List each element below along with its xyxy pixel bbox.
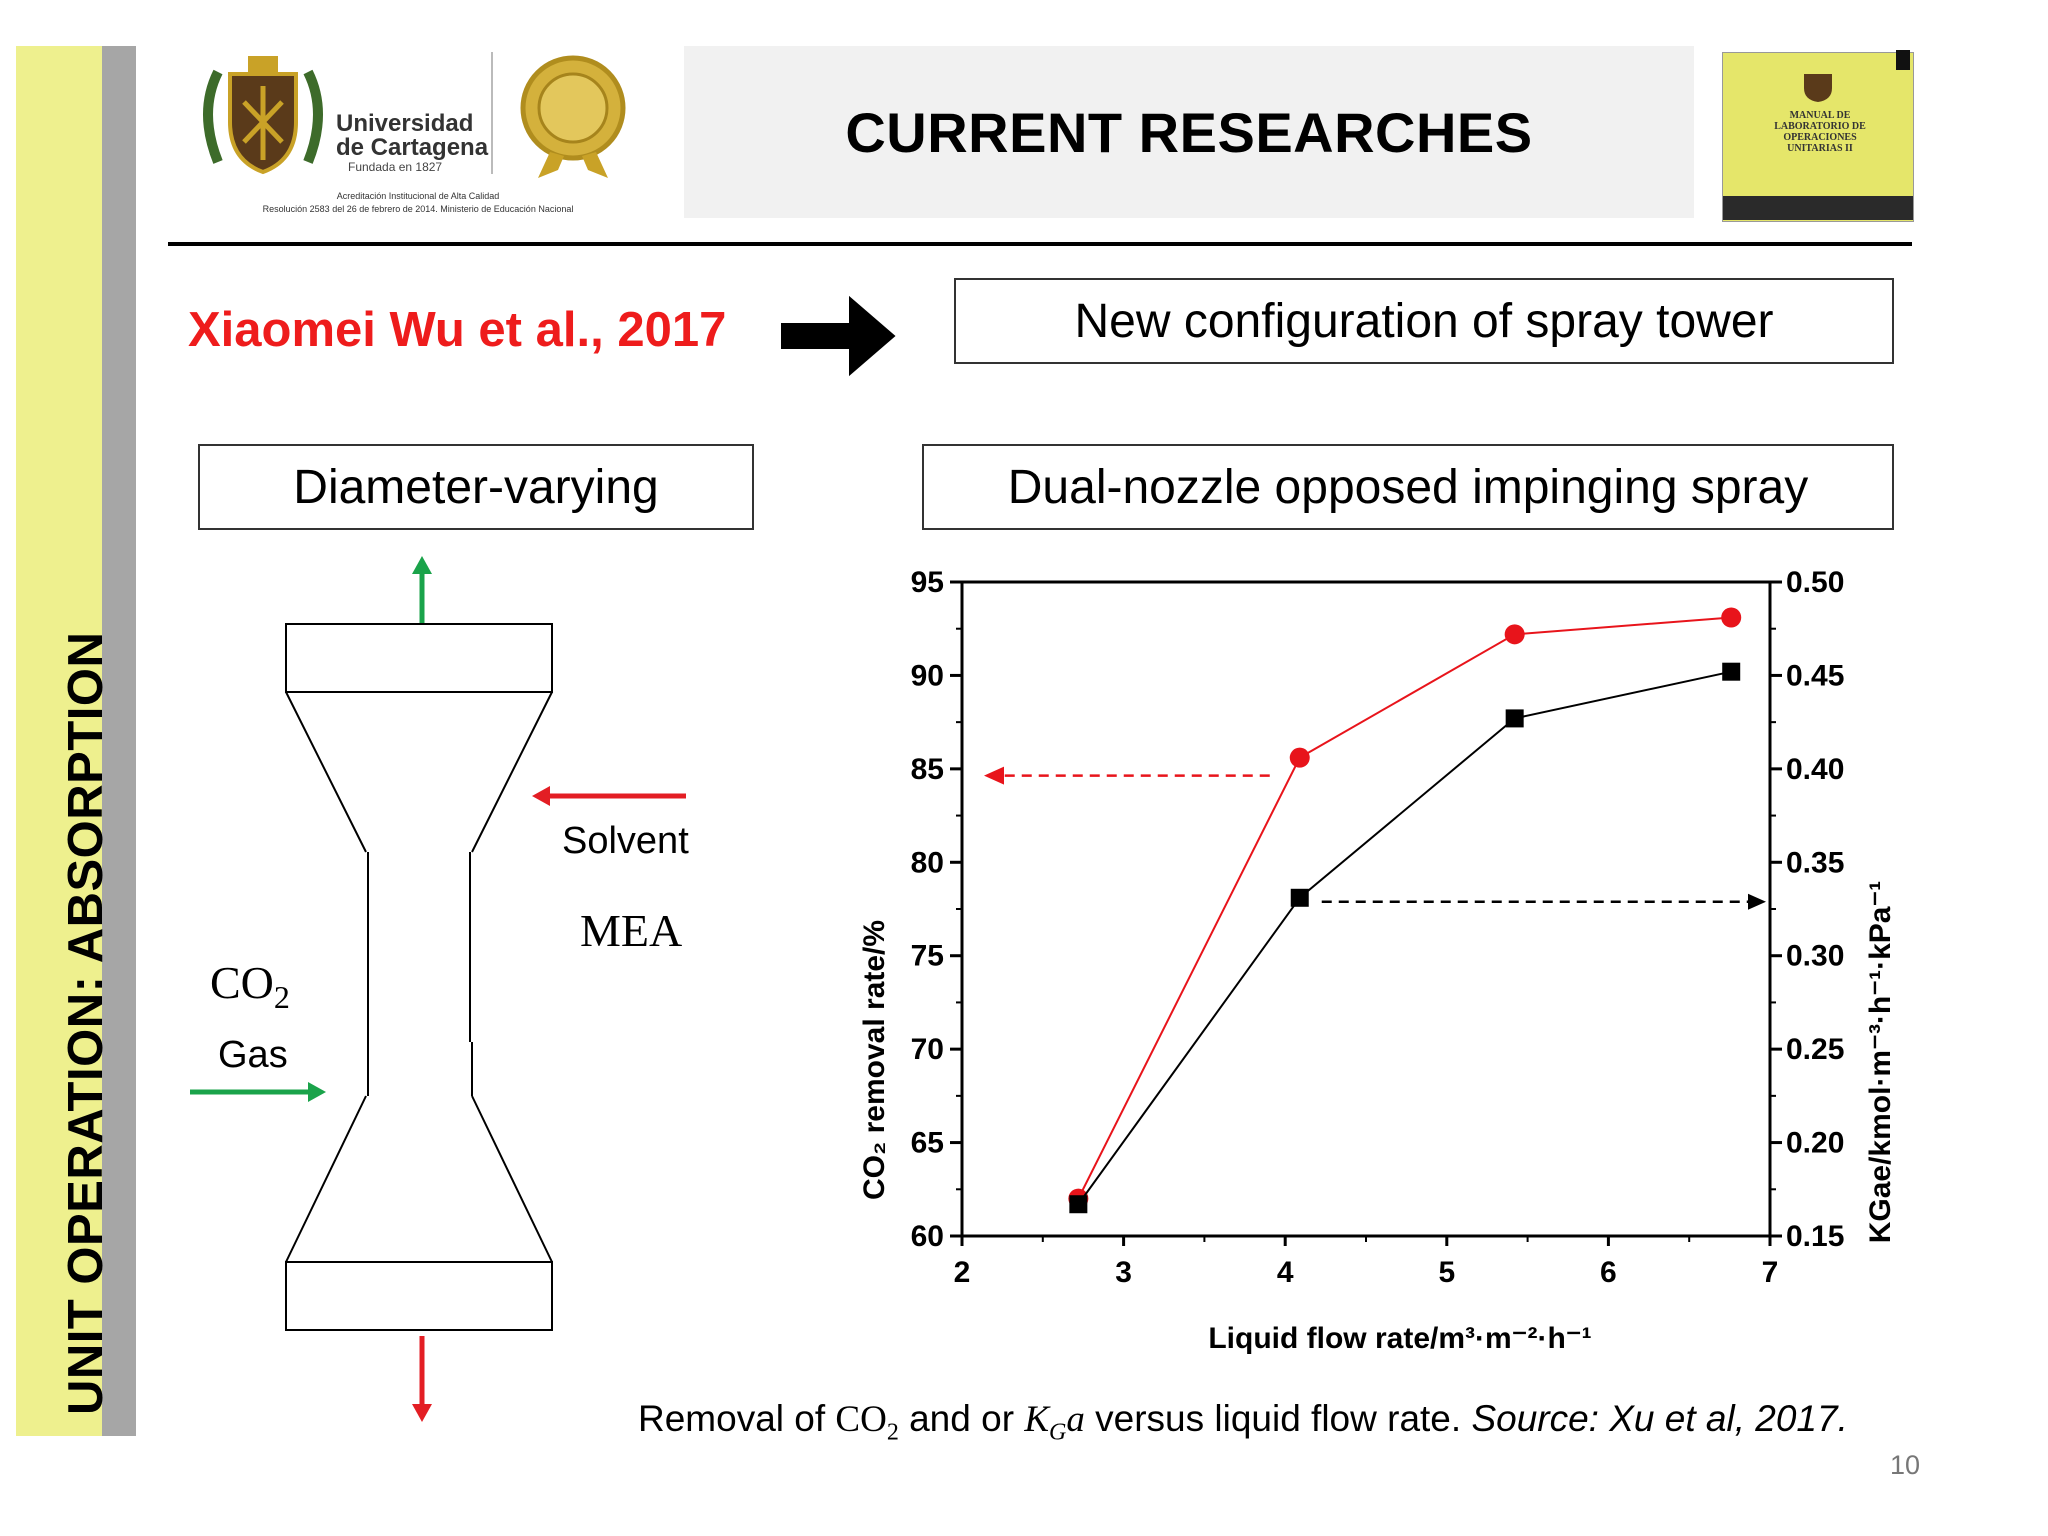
- chart-point-right: [1722, 662, 1741, 681]
- config-title-box: New configuration of spray tower: [954, 278, 1894, 364]
- chart-x-tick-label: 7: [1762, 1256, 1779, 1289]
- chart-y-right-axis-label: KGae/kmol·m⁻³·h⁻¹·kPa⁻¹: [1864, 881, 1897, 1244]
- removal-rate-chart: 2 3 4 5 6 7 60 65 70 75 80 85 90 95 0.15 0.20 0.25 0.30 0.…: [858, 566, 1897, 1355]
- chart-y-right-tick-label: 0.30: [1786, 940, 1844, 973]
- chart-y-right-tick-label: 0.35: [1786, 846, 1844, 879]
- chart-series-line-left: [1077, 616, 1732, 1200]
- chart-point-right: [1069, 1195, 1088, 1214]
- university-name: Universidad de Cartagena: [336, 112, 488, 160]
- chart-y-left-axis-label: CO₂ removal rate/%: [858, 920, 891, 1200]
- tower-lower-cone: [285, 1095, 553, 1263]
- chart-plot-frame: [960, 580, 1772, 1238]
- chart-y-right-tick-label: 0.40: [1786, 753, 1844, 786]
- caption-kga-k: K: [1024, 1399, 1049, 1440]
- caption-co2: CO: [835, 1399, 887, 1440]
- solvent-label: Solvent: [562, 820, 689, 862]
- chart-point-right: [1505, 709, 1524, 728]
- chart-arrowhead-right: [1748, 893, 1766, 910]
- dual-nozzle-box: Dual-nozzle opposed impinging spray: [922, 444, 1894, 530]
- chart-y-right-tick-label: 0.20: [1786, 1127, 1844, 1160]
- university-name-line2: de Cartagena: [336, 134, 489, 161]
- chart-y-right-tick-label: 0.15: [1786, 1220, 1844, 1253]
- book-title-line3: OPERACIONES: [1783, 132, 1857, 143]
- chart-x-axis-label: Liquid flow rate/m³·m⁻²·h⁻¹: [1208, 1322, 1591, 1355]
- chart-point-left: [1721, 607, 1742, 628]
- chart-x-tick-label: 4: [1277, 1256, 1294, 1289]
- caption-suffix: versus liquid flow rate.: [1084, 1398, 1472, 1439]
- university-crest-logo: [203, 56, 323, 175]
- chart-y-left-tick-label: 95: [911, 566, 944, 599]
- university-founded: Fundada en 1827: [348, 160, 443, 174]
- chart-y-left-tick-label: 85: [911, 753, 944, 786]
- side-banner: [16, 46, 102, 1436]
- chart-y-left-tick-label: 65: [911, 1127, 944, 1160]
- mea-label: MEA: [580, 905, 683, 956]
- accreditation-seal-icon: [520, 55, 626, 178]
- book-crest-icon: [1804, 74, 1832, 102]
- tower-top-section: [285, 623, 553, 693]
- caption-source: Source: Xu et al, 2017.: [1471, 1398, 1848, 1439]
- dual-nozzle-label: Dual-nozzle opposed impinging spray: [1007, 460, 1809, 514]
- book-cover-tab: [1896, 50, 1910, 70]
- university-name-line1: Universidad: [336, 110, 474, 137]
- chart-series-line-right: [1077, 670, 1732, 1205]
- book-title-line4: UNITARIAS II: [1787, 143, 1853, 154]
- title-banner: CURRENT RESEARCHES: [684, 46, 1694, 218]
- caption-kga-a: a: [1066, 1399, 1085, 1440]
- chart-y-left-tick-label: 70: [911, 1033, 944, 1066]
- page-title: CURRENT RESEARCHES: [845, 100, 1533, 164]
- chart-arrowhead-left: [984, 766, 1004, 785]
- caption-mid: and or: [898, 1398, 1025, 1439]
- chart-y-left-tick-label: 60: [911, 1220, 944, 1253]
- chart-x-tick-label: 2: [954, 1256, 971, 1289]
- chart-y-left-tick-label: 75: [911, 940, 944, 973]
- header-divider: [168, 242, 1912, 246]
- chart-x-tick-label: 6: [1600, 1256, 1617, 1289]
- tower-upper-cone: [285, 691, 553, 853]
- chart-x-tick-label: 3: [1115, 1256, 1132, 1289]
- gas-label: Gas: [218, 1034, 288, 1076]
- chart-y-right-tick-label: 0.45: [1786, 659, 1844, 692]
- tower-bottom-section: [285, 1261, 553, 1331]
- chart-y-right-tick-label: 0.25: [1786, 1033, 1844, 1066]
- diameter-varying-label: Diameter-varying: [293, 460, 659, 514]
- chart-point-left: [1289, 747, 1310, 768]
- diameter-varying-box: Diameter-varying: [198, 444, 754, 530]
- side-banner-text: UNIT OPERATION: ABSORPTION: [59, 631, 113, 1415]
- slide-number: 10: [1890, 1450, 1921, 1480]
- tower-neck: [367, 852, 473, 1096]
- book-title: MANUAL DE LABORATORIO DE OPERACIONES UNI…: [1752, 110, 1888, 154]
- book-cover-footer: [1723, 196, 1913, 220]
- co2-label: CO2: [210, 956, 290, 1016]
- author-citation: Xiaomei Wu et al., 2017: [188, 303, 727, 357]
- chart-point-left: [1504, 624, 1525, 645]
- chart-x-tick-label: 5: [1438, 1256, 1455, 1289]
- logo-divider: [491, 52, 493, 174]
- figure-caption: Removal of CO2 and or KGa versus liquid …: [638, 1398, 1848, 1446]
- accreditation-line2: Resolución 2583 del 26 de febrero de 201…: [262, 204, 574, 214]
- accreditation-line1: Acreditación Institucional de Alta Calid…: [336, 191, 500, 201]
- caption-co2-subscript: 2: [886, 1419, 899, 1446]
- caption-prefix: Removal of: [638, 1398, 836, 1439]
- accreditation-text: Acreditación Institucional de Alta Calid…: [218, 190, 618, 216]
- co2-subscript: 2: [273, 979, 290, 1016]
- right-arrow-icon: [781, 295, 896, 377]
- co2-text: CO: [210, 957, 274, 1008]
- book-title-line1: MANUAL DE: [1789, 110, 1851, 121]
- chart-point-right: [1290, 888, 1309, 907]
- book-title-line2: LABORATORIO DE: [1774, 121, 1866, 132]
- spray-tower-diagram: [190, 556, 686, 1422]
- config-title: New configuration of spray tower: [1074, 294, 1774, 348]
- chart-y-left-tick-label: 80: [911, 846, 944, 879]
- caption-kga-subscript: G: [1049, 1419, 1067, 1446]
- side-banner-stripe: [102, 46, 136, 1436]
- chart-y-left-tick-label: 90: [911, 659, 944, 692]
- chart-y-right-tick-label: 0.50: [1786, 566, 1844, 599]
